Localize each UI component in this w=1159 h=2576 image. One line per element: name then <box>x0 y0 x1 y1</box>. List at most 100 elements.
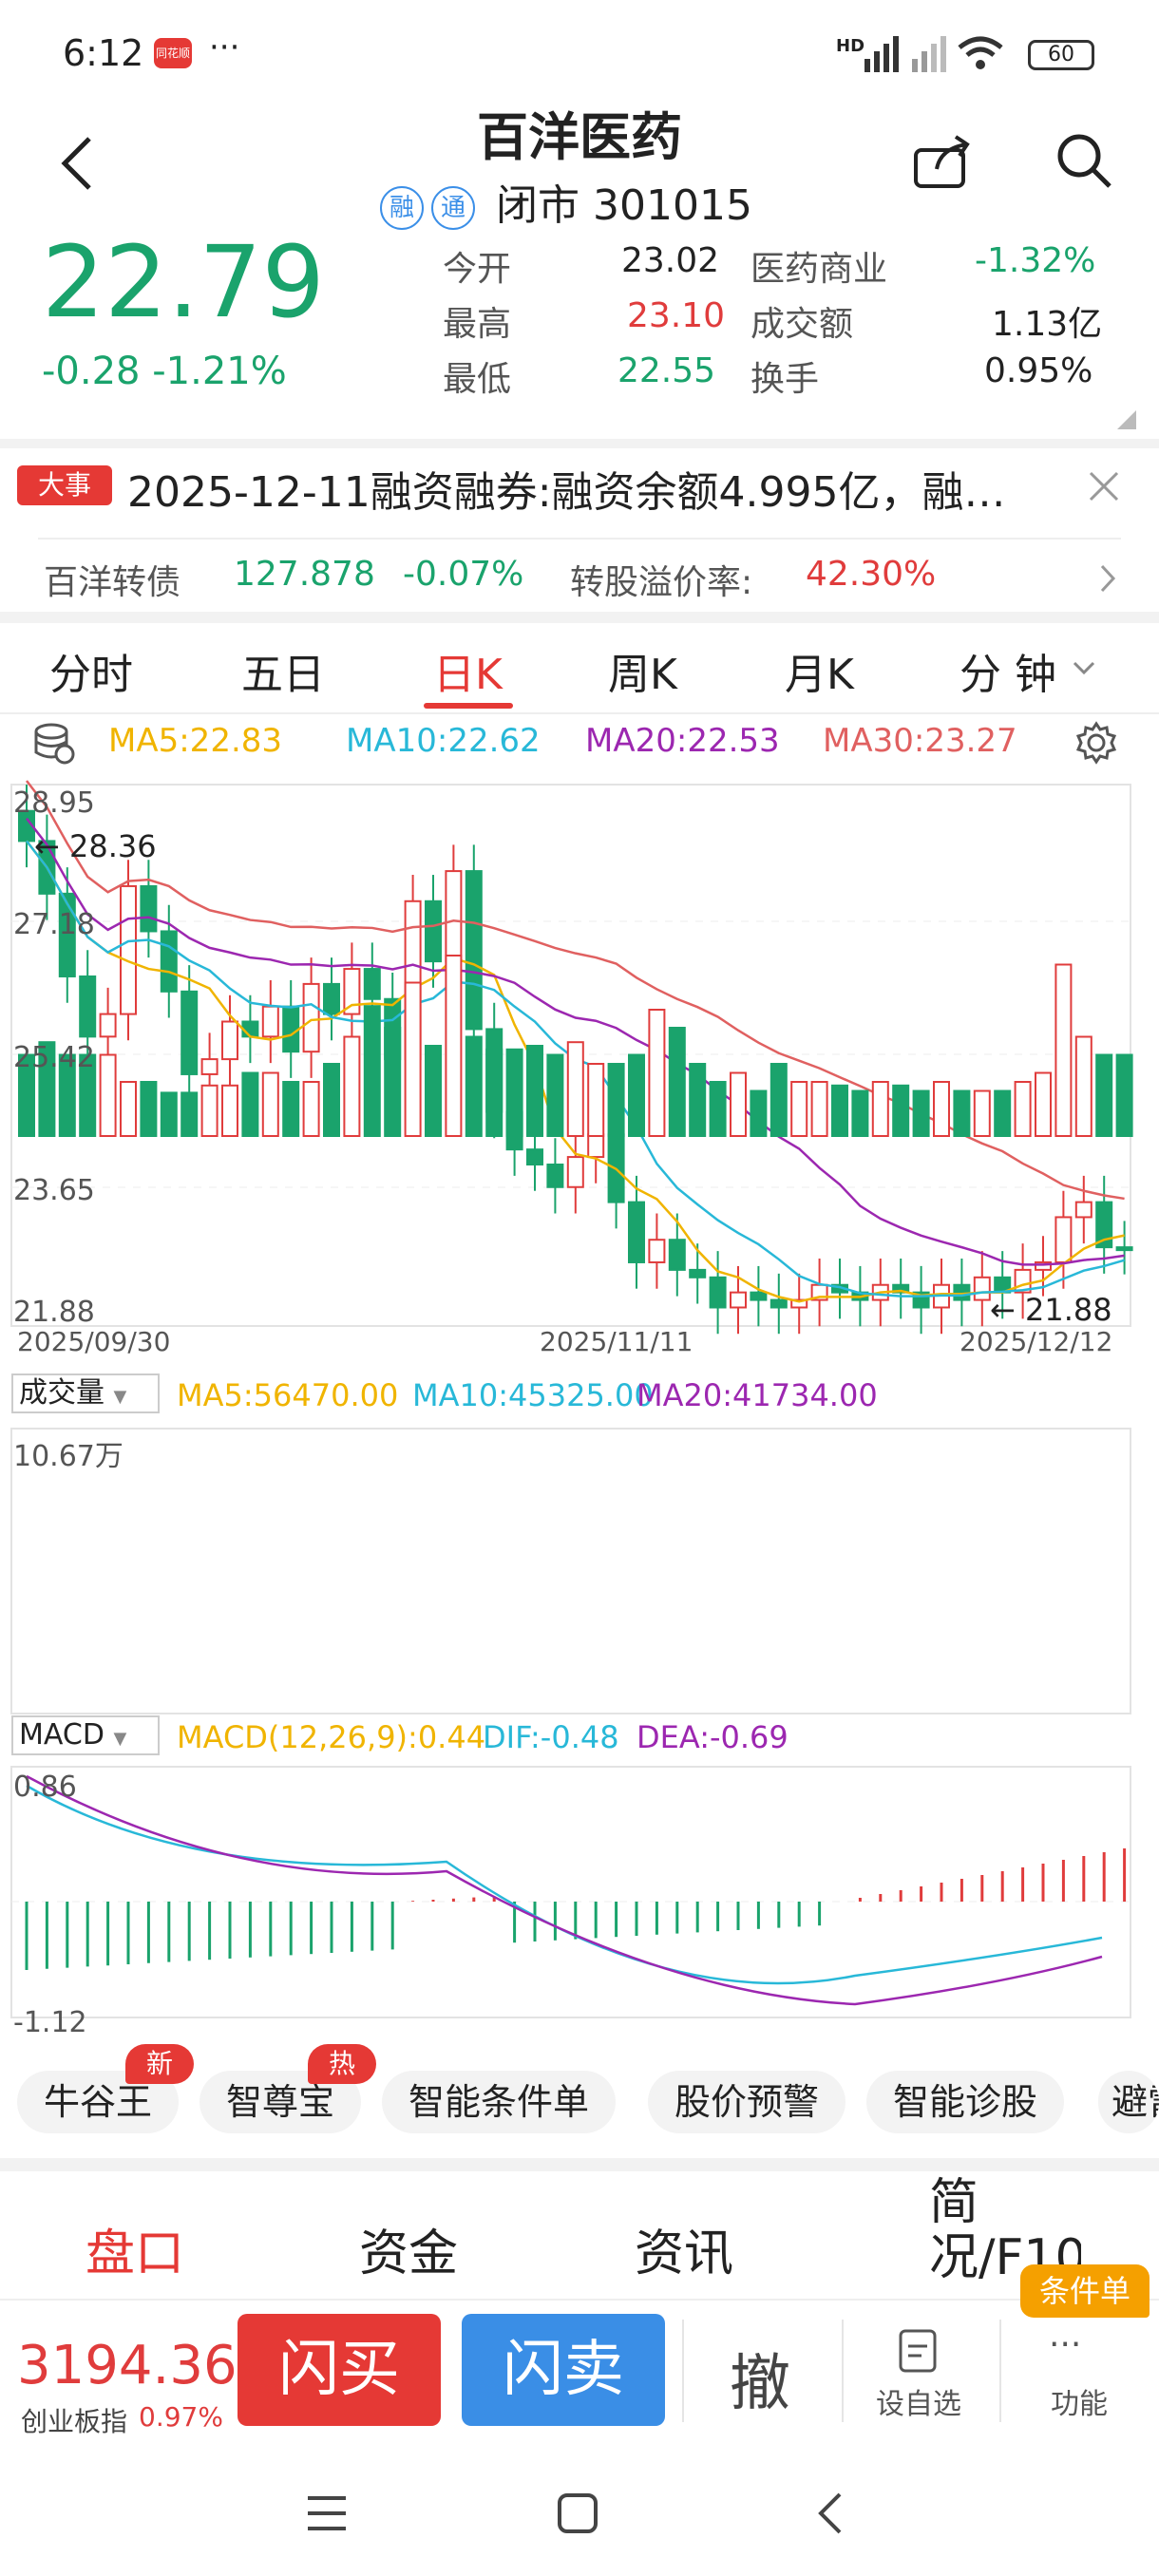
tab-five-day[interactable]: 五日 <box>241 651 325 699</box>
volume-bar <box>505 1048 523 1137</box>
system-back-icon[interactable] <box>815 2492 844 2534</box>
candle <box>58 892 76 977</box>
macd-dea: DEA:-0.69 <box>636 1719 788 1755</box>
candle <box>343 968 361 1015</box>
chip-price-alert[interactable]: 股价预警 <box>648 2071 846 2133</box>
amount-value: 1.13亿 <box>992 305 1103 344</box>
volume-bar <box>363 1005 381 1137</box>
watchlist-icon[interactable] <box>897 2327 939 2375</box>
kline-chart-area[interactable] <box>0 779 1159 2033</box>
tab-weekly-k[interactable]: 周K <box>608 651 677 699</box>
candle <box>180 990 199 1075</box>
home-icon[interactable] <box>557 2492 598 2534</box>
volume-bar <box>587 1063 605 1137</box>
volume-bar <box>465 1035 483 1137</box>
candle <box>261 1005 279 1038</box>
expand-corner-icon[interactable] <box>1115 408 1138 431</box>
macd-dif: DIF:-0.48 <box>483 1719 619 1755</box>
volume-bar <box>1074 1035 1092 1137</box>
new-badge: 新 <box>125 2044 194 2084</box>
candle <box>566 1156 584 1188</box>
volume-bar <box>892 1084 910 1137</box>
add-watchlist-label[interactable]: 设自选 <box>876 2388 961 2421</box>
min-price-marker: ← 21.88 <box>990 1292 1112 1328</box>
tab-funds[interactable]: 资金 <box>359 2226 459 2282</box>
chip-avoid-risk[interactable]: 避雷 <box>1098 2071 1159 2133</box>
indicator-select-volume[interactable]: 成交量 ▼ <box>11 1373 160 1413</box>
candle <box>282 1005 300 1053</box>
volume-bar <box>566 1041 584 1138</box>
candle <box>160 930 178 993</box>
volume-bar <box>1035 1071 1052 1137</box>
volume-bar <box>648 1009 666 1137</box>
detail-tabs: 盘口 资金 资讯 简况/F10 <box>0 2175 1159 2299</box>
volume-bar <box>261 1071 279 1137</box>
price-change: -0.28 -1.21% <box>42 350 287 393</box>
candle <box>973 1276 991 1301</box>
price-axis-4: 23.65 <box>13 1174 95 1207</box>
quick-sell-button[interactable]: 闪卖 <box>462 2314 665 2426</box>
index-value[interactable]: 3194.36 <box>17 2335 238 2396</box>
back-icon[interactable] <box>57 135 99 192</box>
candle <box>892 1283 910 1294</box>
volume-bar <box>526 1045 543 1137</box>
candle <box>465 870 483 1031</box>
candle <box>241 1020 259 1038</box>
settings-icon[interactable] <box>1074 720 1119 766</box>
menu-icon[interactable] <box>306 2494 348 2532</box>
candle <box>1035 1260 1052 1271</box>
tab-f10[interactable]: 简况/F10 <box>929 2175 1081 2286</box>
cancel-order-button[interactable]: 撤 <box>730 2349 790 2419</box>
condition-order-badge[interactable]: 条件单 <box>1020 2264 1150 2318</box>
index-pct: 0.97% <box>139 2401 223 2433</box>
tab-pankou[interactable]: 盘口 <box>86 2226 185 2282</box>
stock-subtitle: 融通 闭市 301015 <box>380 171 752 232</box>
volume-bar <box>485 1048 504 1137</box>
macd-axis-min: -1.12 <box>13 2006 87 2039</box>
candle <box>668 1239 686 1271</box>
volume-bar <box>1014 1081 1032 1137</box>
candle <box>587 1133 605 1159</box>
tab-monthly-k[interactable]: 月K <box>785 651 854 699</box>
tab-daily-k[interactable]: 日K <box>433 651 503 699</box>
close-icon[interactable] <box>1087 469 1121 503</box>
candle <box>1074 1201 1092 1219</box>
event-tag: 大事 <box>17 465 112 505</box>
volume-bar <box>404 981 422 1137</box>
volume-bar <box>140 1081 158 1137</box>
tab-intraday[interactable]: 分时 <box>49 651 133 699</box>
candle <box>221 1020 238 1061</box>
battery-icon: 60 <box>1028 40 1094 70</box>
function-label[interactable]: 功能 <box>1051 2388 1108 2421</box>
volume-bar <box>790 1081 808 1137</box>
current-price: 22.79 <box>42 224 325 340</box>
search-icon[interactable] <box>1054 131 1115 192</box>
chip-smart-order[interactable]: 智能条件单 <box>382 2071 617 2133</box>
volume-bar <box>851 1089 869 1137</box>
quick-buy-button[interactable]: 闪买 <box>238 2314 441 2426</box>
volume-bar <box>1054 963 1073 1137</box>
indicator-select-macd[interactable]: MACD ▼ <box>11 1715 160 1755</box>
chip-diagnosis[interactable]: 智能诊股 <box>866 2071 1065 2133</box>
volume-bar <box>546 1053 564 1137</box>
more-icon: ··· <box>1049 2325 1082 2364</box>
ma20-line <box>26 817 1125 1266</box>
volume-bar <box>994 1089 1012 1137</box>
connect-tag: 通 <box>431 186 475 230</box>
event-text[interactable]: 2025-12-11融资融券:融资余额4.995亿，融… <box>127 468 1006 517</box>
chevron-down-icon <box>1073 661 1095 675</box>
candle <box>120 884 137 1015</box>
status-bar: 6:12 同花顺 ··· HD 60 <box>0 0 1159 104</box>
share-icon[interactable] <box>912 135 973 190</box>
macd-value: MACD(12,26,9):0.44 <box>177 1719 486 1755</box>
candle <box>546 1164 564 1188</box>
tab-minute[interactable]: 分 钟 <box>960 651 1056 699</box>
sector-pct: -1.32% <box>975 241 1096 280</box>
volume-bar <box>221 1084 238 1137</box>
period-tabs: 分时 五日 日K 周K 月K 分 钟 <box>0 627 1159 712</box>
hot-badge: 热 <box>308 2044 376 2084</box>
tab-news[interactable]: 资讯 <box>635 2226 734 2282</box>
signal-wifi-icon <box>864 36 1003 72</box>
convertible-bond-row[interactable]: 百洋转债 127.878 -0.07% 转股溢价率: 42.30% <box>0 543 1159 610</box>
system-nav-bar <box>0 2451 1159 2576</box>
